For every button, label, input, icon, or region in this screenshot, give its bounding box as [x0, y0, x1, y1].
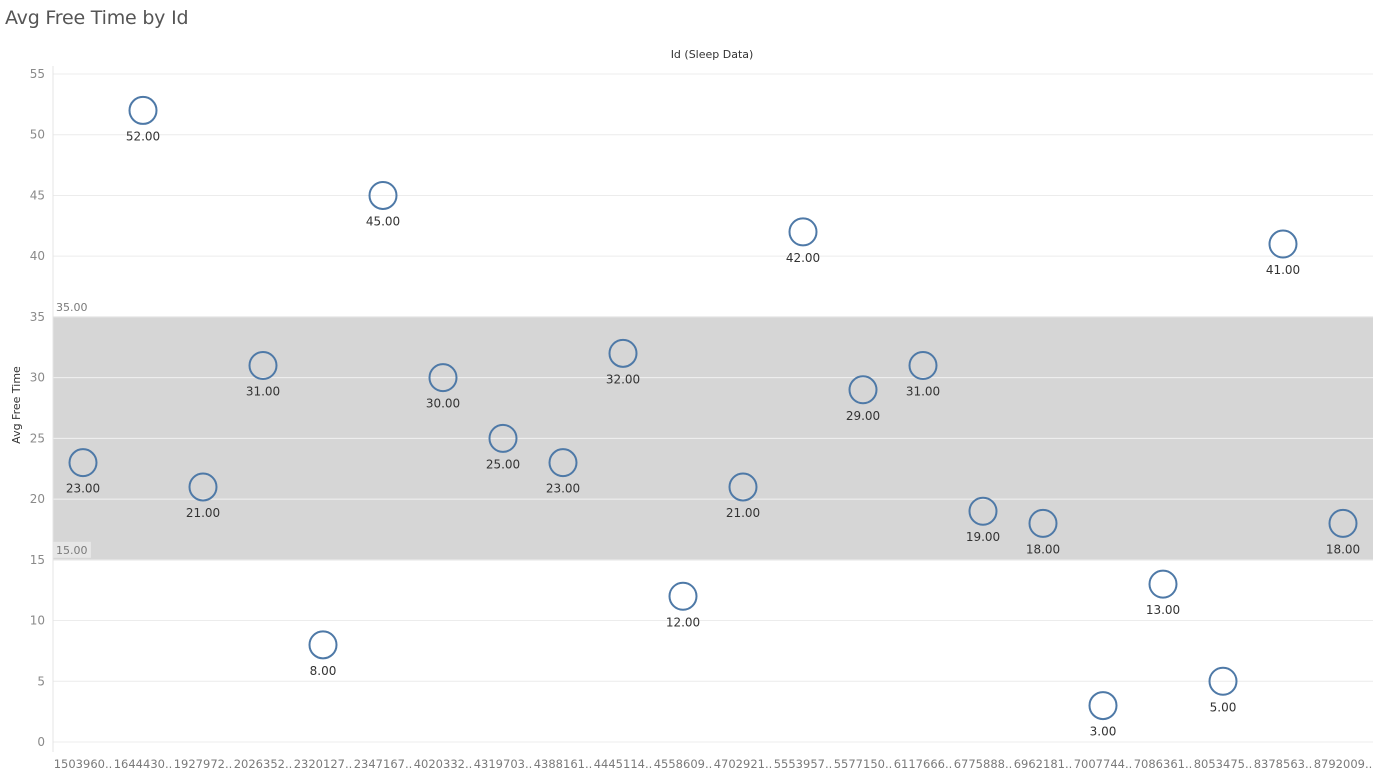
x-category-label: 4319703..: [474, 757, 533, 771]
x-category-label: 4702921..: [714, 757, 773, 771]
x-category-label: 1644430..: [114, 757, 173, 771]
x-category-label: 2347167..: [354, 757, 413, 771]
y-axis-title: Avg Free Time: [10, 366, 23, 444]
data-label: 29.00: [846, 409, 880, 423]
gridlines: [52, 66, 1373, 752]
data-label: 32.00: [606, 372, 640, 386]
x-category-label: 6117666..: [894, 757, 953, 771]
chart-title: Avg Free Time by Id: [5, 7, 189, 29]
data-point: [1088, 691, 1118, 721]
x-category-label: 5553957..: [774, 757, 833, 771]
data-label: 45.00: [366, 214, 400, 228]
data-label: 18.00: [1026, 542, 1060, 556]
data-label: 31.00: [246, 384, 280, 398]
data-label: 41.00: [1266, 263, 1300, 277]
x-category-label: 8053475..: [1194, 757, 1253, 771]
x-axis-title: Id (Sleep Data): [671, 48, 754, 61]
data-point: [308, 630, 338, 660]
data-label: 23.00: [546, 482, 580, 496]
data-label: 25.00: [486, 457, 520, 471]
y-tick-label: 55: [30, 67, 45, 81]
y-tick-label: 40: [30, 249, 45, 263]
data-point: [728, 472, 758, 502]
data-point: [428, 363, 458, 393]
reference-band-lower-label-bg: [53, 541, 91, 558]
data-label: 52.00: [126, 129, 160, 143]
data-point: [848, 375, 878, 405]
y-tick-label: 25: [30, 431, 45, 445]
data-point: [1328, 508, 1358, 538]
data-point: [128, 95, 158, 125]
y-tick-label: 20: [30, 492, 45, 506]
data-point: [1268, 229, 1298, 259]
data-label: 18.00: [1326, 542, 1360, 556]
x-category-label: 2026352..: [234, 757, 293, 771]
data-point: [968, 496, 998, 526]
data-point: [788, 217, 818, 247]
data-label: 42.00: [786, 251, 820, 265]
data-point: [1208, 666, 1238, 696]
data-point: [488, 423, 518, 453]
y-tick-label: 10: [30, 614, 45, 628]
x-category-label: 4445114..: [594, 757, 653, 771]
data-point: [548, 448, 578, 478]
data-point: [248, 350, 278, 380]
x-category-label: 4388161..: [534, 757, 593, 771]
x-category-label: 6962181..: [1014, 757, 1073, 771]
y-tick-label: 0: [37, 735, 45, 749]
y-axis-ticks: 0 5 10 15 20 25 30 35 40 45 50 55: [30, 67, 45, 749]
data-label: 31.00: [906, 384, 940, 398]
data-point: [608, 338, 638, 368]
y-tick-label: 45: [30, 188, 45, 202]
reference-band-lower-label: 15.00: [56, 544, 88, 557]
x-category-label: 8378563..: [1254, 757, 1313, 771]
x-category-label: 5577150..: [834, 757, 893, 771]
data-label: 19.00: [966, 530, 1000, 544]
data-point: [908, 350, 938, 380]
data-point: [668, 581, 698, 611]
data-points: 23.00 52.00 21.00 31.00 8.00 45.00 30.00 25.00 2…: [66, 95, 1360, 739]
x-category-label: 1927972..: [174, 757, 233, 771]
reference-band-upper-label: 35.00: [56, 301, 88, 314]
data-label: 21.00: [186, 506, 220, 520]
y-tick-label: 30: [30, 371, 45, 385]
data-point: [68, 448, 98, 478]
x-category-label: 7086361..: [1134, 757, 1193, 771]
x-category-label: 1503960..: [54, 757, 113, 771]
x-category-label: 4020332..: [414, 757, 473, 771]
data-label: 21.00: [726, 506, 760, 520]
data-point: [368, 180, 398, 210]
reference-band-layer: 35.00 15.00: [53, 301, 1373, 561]
y-tick-label: 35: [30, 310, 45, 324]
data-label: 3.00: [1090, 725, 1117, 739]
x-category-label: 4558609..: [654, 757, 713, 771]
x-category-label: 2320127..: [294, 757, 353, 771]
y-tick-label: 5: [37, 674, 45, 688]
data-point: [1028, 508, 1058, 538]
data-label: 12.00: [666, 615, 700, 629]
y-tick-label: 15: [30, 553, 45, 567]
x-category-label: 6775888..: [954, 757, 1013, 771]
x-axis-categories: 1503960.. 1644430.. 1927972.. 2026352.. 2320…: [54, 757, 1373, 771]
data-label: 8.00: [310, 664, 337, 678]
data-label: 5.00: [1210, 700, 1237, 714]
y-tick-label: 50: [30, 128, 45, 142]
x-category-label: 8792009..: [1314, 757, 1373, 771]
data-point: [1148, 569, 1178, 599]
data-label: 30.00: [426, 397, 460, 411]
data-point: [188, 472, 218, 502]
data-label: 23.00: [66, 482, 100, 496]
data-label: 13.00: [1146, 603, 1180, 617]
x-category-label: 7007744..: [1074, 757, 1133, 771]
